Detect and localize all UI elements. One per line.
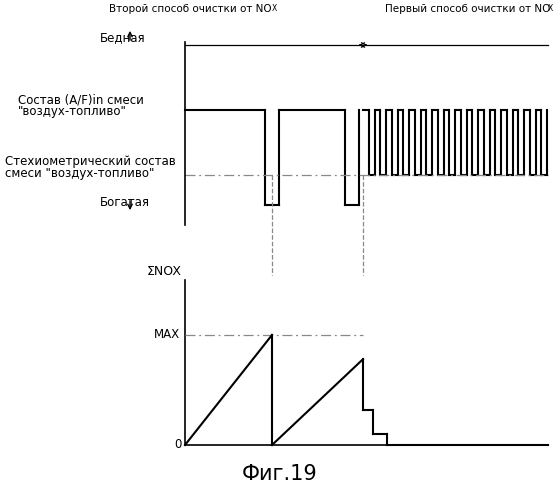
Text: Состав (A/F)in смеси: Состав (A/F)in смеси [18,94,144,106]
Text: Первый способ очистки от NO: Первый способ очистки от NO [385,4,551,14]
Text: Второй способ очистки от NO: Второй способ очистки от NO [110,4,272,14]
Text: Бедная: Бедная [100,32,146,44]
Text: MAX: MAX [154,328,180,342]
Text: ΣNOX: ΣNOX [147,265,182,278]
Text: X: X [272,4,277,13]
Text: "воздух-топливо": "воздух-топливо" [18,106,127,118]
Text: X: X [548,4,553,13]
Text: смеси "воздух-топливо": смеси "воздух-топливо" [5,168,154,180]
Text: Фиг.19: Фиг.19 [242,464,318,484]
Text: Стехиометрический состав: Стехиометрический состав [5,156,176,168]
Text: Богатая: Богатая [100,196,150,208]
Text: 0: 0 [174,438,182,452]
